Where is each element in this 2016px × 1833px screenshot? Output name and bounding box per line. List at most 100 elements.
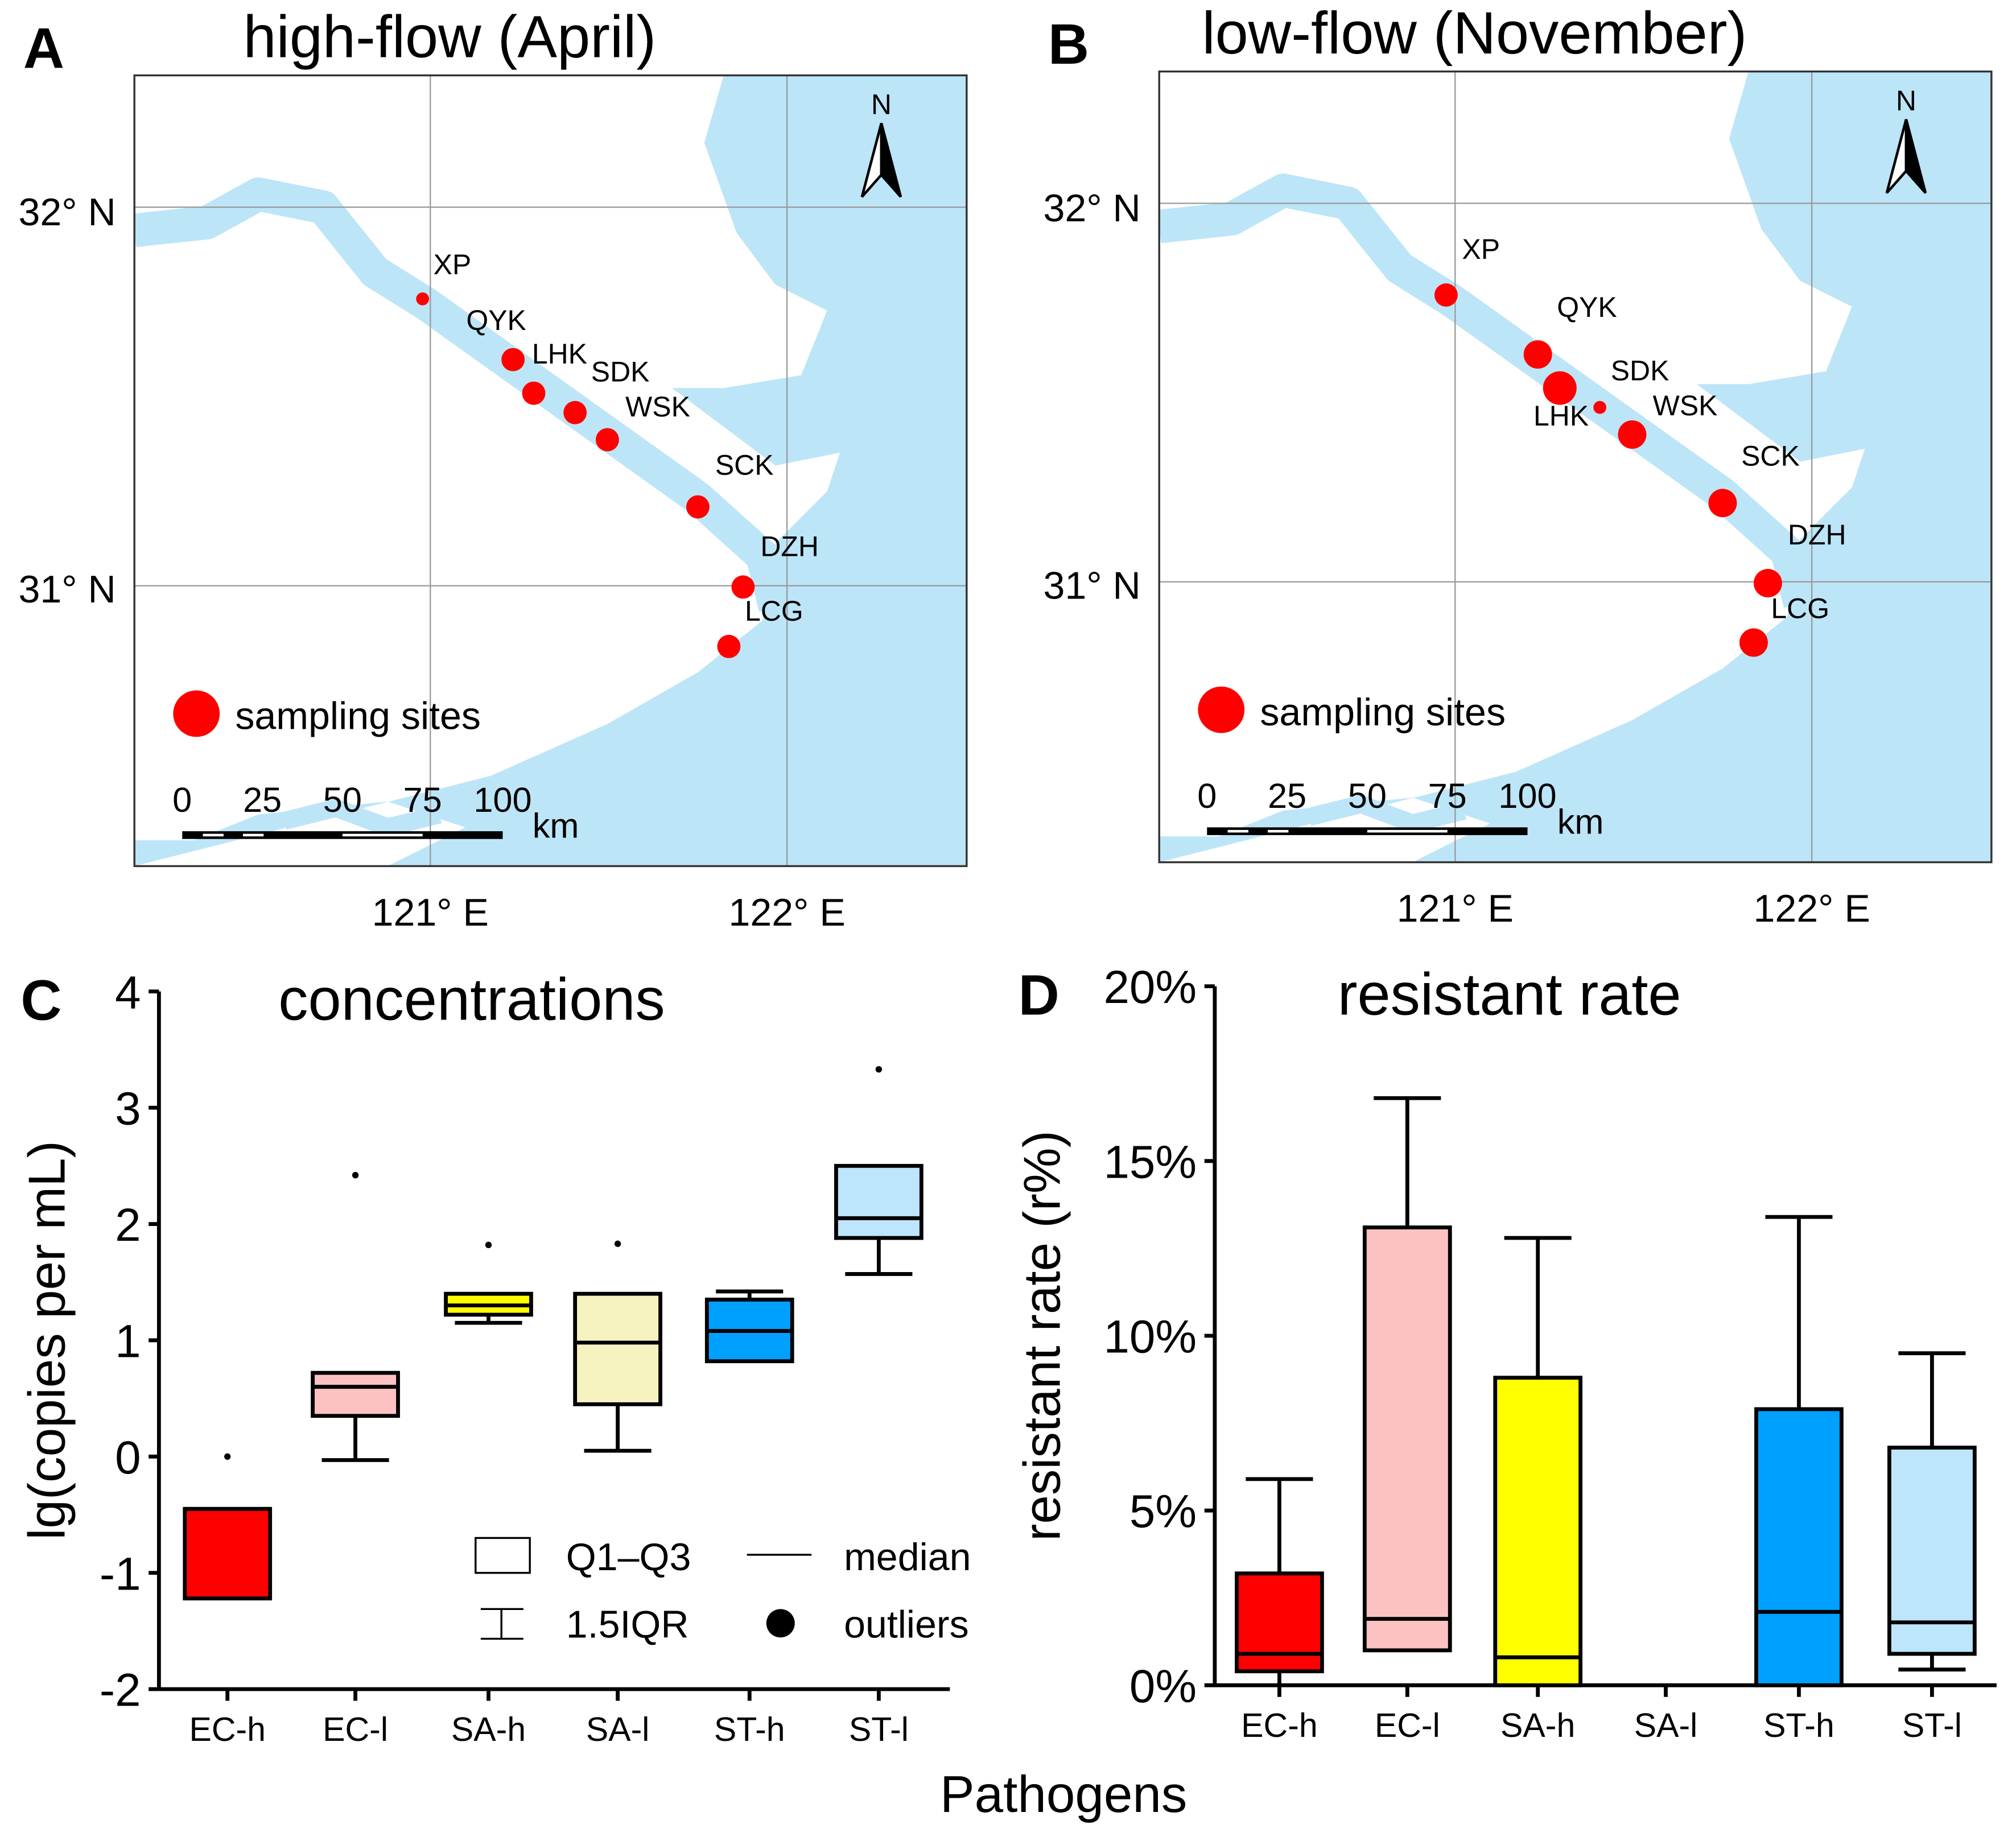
lon-label: 122° E (728, 891, 845, 934)
site-marker (522, 381, 546, 405)
scale-label: 50 (1348, 776, 1387, 815)
plot-title: concentrations (278, 967, 665, 1033)
x-tick-label: EC-h (189, 1711, 266, 1748)
y-tick-label: -2 (100, 1665, 141, 1716)
site-marker (1708, 489, 1737, 518)
site-label: XP (1462, 233, 1500, 265)
site-marker (1739, 628, 1768, 657)
site-marker (1753, 569, 1782, 598)
y-axis-label: resistant rate (r%) (1013, 1130, 1071, 1541)
site-marker (416, 292, 430, 306)
x-tick-label: EC-l (1375, 1707, 1440, 1744)
site-label: DZH (1788, 519, 1846, 551)
north-arrow-icon (880, 122, 902, 198)
x-tick-label: SA-l (586, 1711, 650, 1748)
box-ec-h (183, 1506, 273, 1601)
legend-label: sampling sites (235, 695, 481, 738)
scale-bar (182, 831, 503, 839)
site-marker (731, 575, 755, 599)
x-tick-label: ST-h (714, 1711, 785, 1748)
y-tick-label: -1 (100, 1548, 141, 1600)
site-label: LHK (1533, 400, 1589, 432)
site-marker (563, 401, 587, 424)
boxplot-panel-c: -2 -1 0 1 2 3 4 lg(copies per mL) concentrations… (19, 967, 971, 1748)
site-label: SDK (1611, 354, 1669, 386)
y-tick-label: 0 (115, 1432, 141, 1484)
x-tick-label: ST-l (849, 1711, 909, 1748)
legend-site-marker (173, 690, 220, 737)
site-marker (1593, 401, 1607, 414)
box-ec-l (1362, 1225, 1452, 1653)
y-tick-label: 3 (115, 1083, 141, 1135)
scale-label: 50 (323, 780, 362, 819)
site-marker (596, 428, 619, 452)
scale-segment (1268, 829, 1289, 833)
x-tick-label: EC-l (323, 1711, 388, 1748)
panel-letter: C (20, 969, 61, 1033)
lat-label: 32° N (1044, 187, 1141, 230)
lon-label: 122° E (1754, 887, 1870, 930)
x-tick-label: SA-l (1634, 1707, 1698, 1744)
x-tick-label: ST-l (1902, 1707, 1962, 1744)
lat-label: 32° N (19, 191, 116, 234)
site-label: SCK (1741, 440, 1800, 472)
x-tick-label: EC-h (1241, 1707, 1318, 1744)
canal (1306, 794, 1467, 833)
site-marker (1618, 420, 1647, 449)
y-axis-label: lg(copies per mL) (19, 1141, 76, 1540)
site-label: XP (434, 249, 472, 280)
box-st-h (1754, 1407, 1844, 1687)
box-st-l (834, 1163, 924, 1240)
outlier-point (485, 1241, 492, 1249)
panel-letter: D (1019, 964, 1059, 1027)
x-tick-label: SA-h (451, 1711, 526, 1748)
site-label: SCK (715, 449, 774, 481)
x-tick-label: SA-h (1500, 1707, 1575, 1744)
scale-segment (1227, 829, 1248, 833)
scale-label: 75 (1428, 776, 1467, 815)
y-tick-label: 4 (115, 967, 141, 1018)
y-tick-label: 5% (1129, 1486, 1197, 1538)
site-label: QYK (1557, 291, 1617, 323)
scale-label: 75 (403, 780, 442, 819)
scale-label: 25 (243, 780, 282, 819)
site-marker (1434, 283, 1458, 307)
y-tick-label: 15% (1103, 1136, 1197, 1188)
scale-segment (1367, 829, 1448, 833)
scale-label: 0 (172, 780, 192, 819)
site-marker (501, 348, 525, 371)
map-title: low-flow (November) (1202, 0, 1747, 67)
site-label: WSK (625, 391, 690, 423)
scale-segment (342, 833, 423, 837)
scale-label: 0 (1197, 776, 1217, 815)
map-frame (1158, 70, 1993, 864)
box-st-l (1887, 1446, 1977, 1656)
y-tick-label: 2 (115, 1199, 141, 1251)
north-label: N (871, 89, 892, 121)
site-marker (1523, 340, 1552, 369)
legend-label: outliers (844, 1603, 969, 1646)
scale-segment (203, 833, 224, 837)
lon-label: 121° E (372, 891, 489, 934)
lat-label: 31° N (1044, 564, 1141, 607)
outlier-point (875, 1066, 883, 1073)
boxplot-panel-d: 0% 5% 10% 15% 20% resistant rate (r%) resistan… (1013, 961, 1997, 1744)
sea (134, 75, 967, 866)
lat-label: 31° N (19, 568, 116, 611)
scale-segment (242, 833, 264, 837)
y-tick-label: 20% (1103, 961, 1197, 1013)
scale-unit: km (1557, 802, 1604, 841)
site-label: QYK (466, 304, 526, 336)
box-sa-h (1493, 1376, 1583, 1687)
legend-site-marker (1198, 686, 1245, 733)
legend-label: median (844, 1535, 971, 1579)
north-arrow-icon (1904, 119, 1927, 194)
sea (1159, 71, 1992, 862)
shared-xlabel: Pathogens (940, 1766, 1187, 1823)
legend-outlier-icon (766, 1609, 795, 1638)
map-frame (133, 74, 968, 868)
site-label: LHK (532, 338, 587, 370)
legend-box-icon (475, 1537, 531, 1574)
legend-whisker-icon (480, 1608, 523, 1640)
